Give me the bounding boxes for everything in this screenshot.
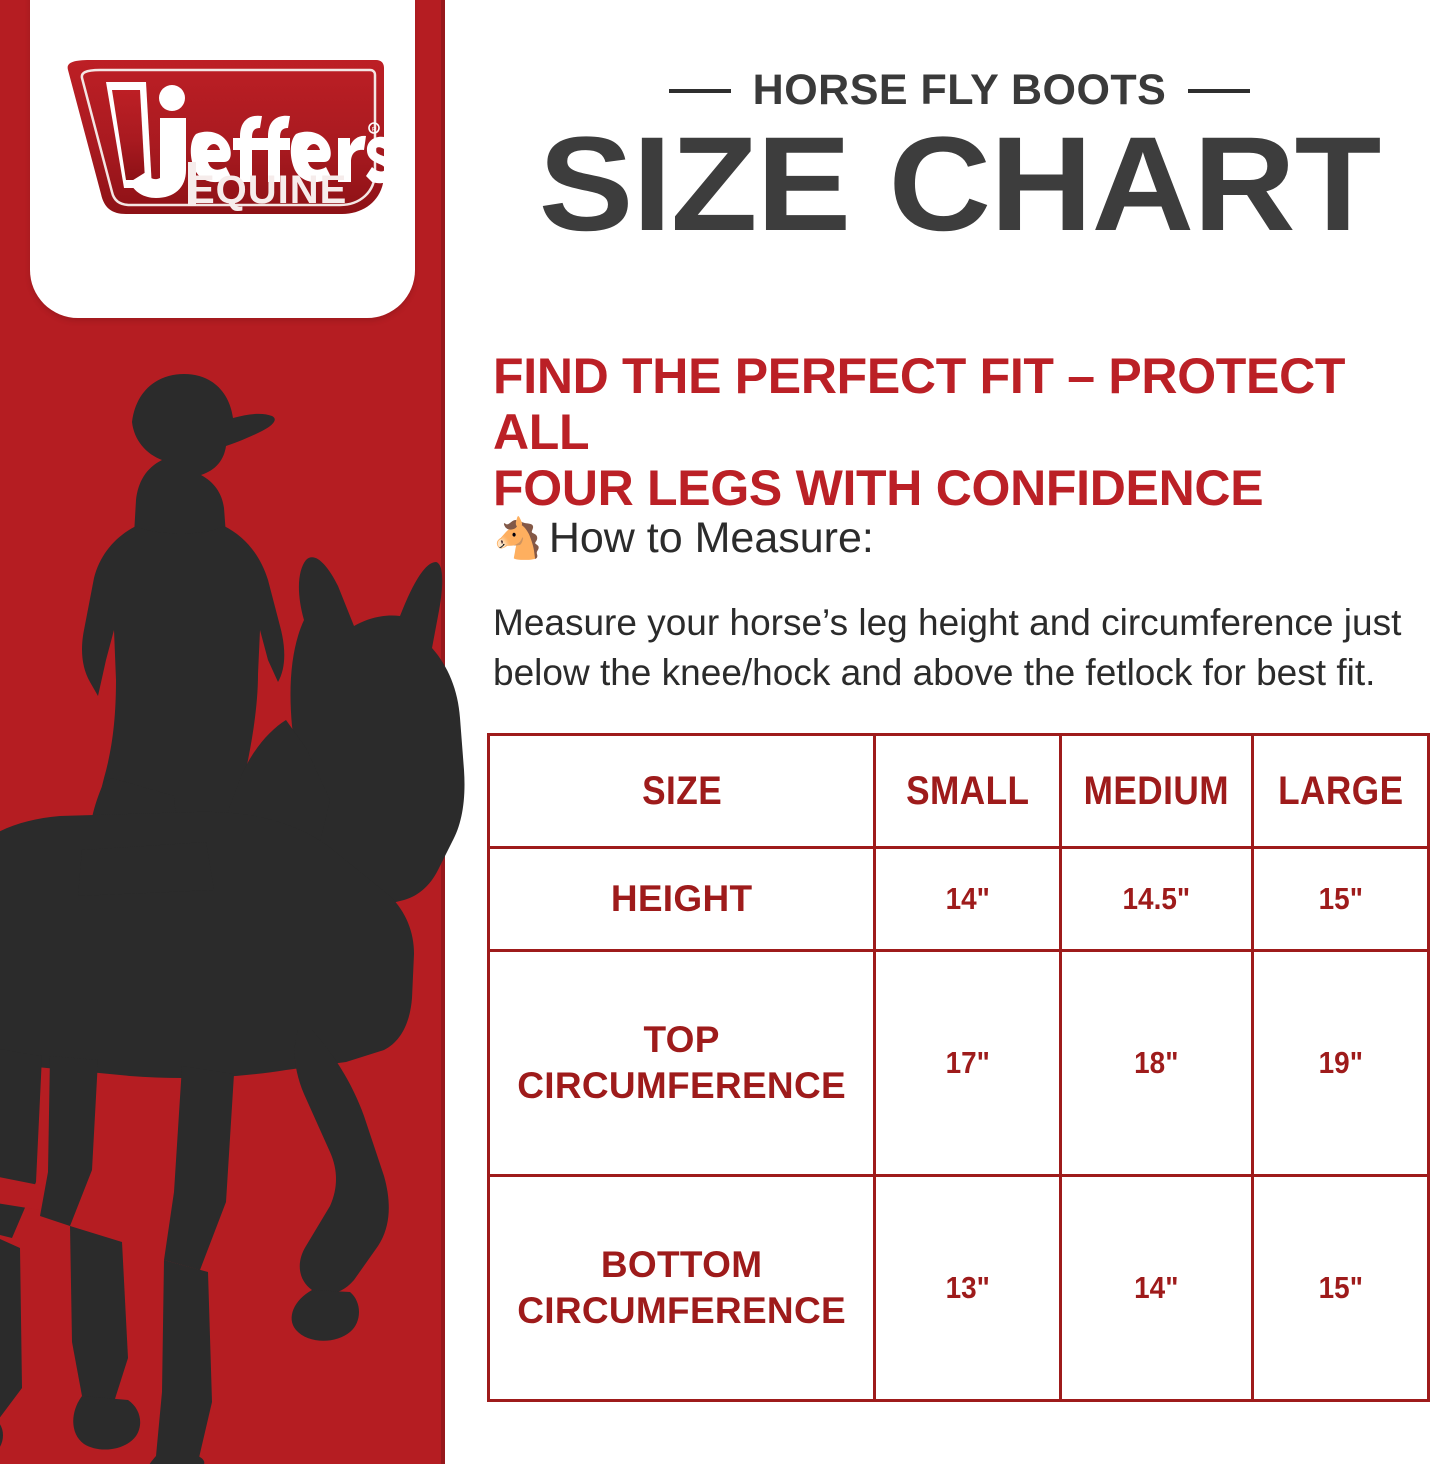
subtitle-line-2: FOUR LEGS WITH CONFIDENCE (493, 460, 1264, 516)
cell-height-small: 14" (882, 846, 1053, 952)
cell-bottom-large: 15" (1260, 1174, 1422, 1402)
cell-bottom-medium: 14" (1068, 1174, 1245, 1402)
cell-top-small: 17" (882, 949, 1053, 1177)
row-label-line-1: TOP (643, 1018, 720, 1060)
row-label-height: HEIGHT (486, 846, 877, 952)
horse-head-icon: 🐴 (493, 516, 543, 561)
size-table: SIZE SMALL MEDIUM LARGE HEIGHT 14" 14.5"… (486, 733, 1430, 1402)
page-title: SIZE CHART (538, 110, 1382, 259)
column-header-large: LARGE (1262, 733, 1420, 849)
column-header-small: SMALL (884, 733, 1051, 849)
panel-edge-shadow (441, 0, 445, 1464)
measure-body-line-2: below the knee/hock and above the fetloc… (493, 652, 1376, 694)
row-label-bottom-circumference: BOTTOM CIRCUMFERENCE (486, 1174, 877, 1402)
subtitle: FIND THE PERFECT FIT – PROTECT ALL FOUR … (493, 348, 1445, 516)
how-to-measure-heading: 🐴 How to Measure: (493, 514, 874, 563)
column-header-size: SIZE (510, 733, 853, 849)
eyebrow-text: HORSE FLY BOOTS (752, 66, 1167, 114)
row-label-line-2: CIRCUMFERENCE (517, 1290, 846, 1331)
cell-top-medium: 18" (1068, 949, 1245, 1177)
brand-logo-card: R EQUINE (30, 0, 415, 318)
column-header-medium: MEDIUM (1070, 733, 1243, 849)
svg-text:R: R (372, 128, 377, 134)
eyebrow-rule-right (1188, 88, 1251, 93)
eyebrow-rule-left (668, 88, 731, 93)
svg-text:EQUINE: EQUINE (188, 168, 347, 212)
row-label-line-2: CIRCUMFERENCE (517, 1065, 846, 1106)
cell-height-medium: 14.5" (1068, 846, 1245, 952)
row-label-line-1: BOTTOM (600, 1243, 763, 1285)
content-column: HORSE FLY BOOTS SIZE CHART FIND THE PERF… (487, 0, 1432, 1464)
table-row: BOTTOM CIRCUMFERENCE 13" 14" 15" (486, 1174, 1429, 1402)
table-row: HEIGHT 14" 14.5" 15" (486, 846, 1429, 952)
row-label-top-circumference: TOP CIRCUMFERENCE (486, 949, 877, 1177)
table-header-row: SIZE SMALL MEDIUM LARGE (489, 733, 1429, 849)
how-to-measure-label: How to Measure: (548, 514, 874, 562)
cell-top-large: 19" (1260, 949, 1422, 1177)
eyebrow-row: HORSE FLY BOOTS (487, 66, 1432, 115)
table-row: TOP CIRCUMFERENCE 17" 18" 19" (486, 949, 1429, 1177)
measure-body-line-1: Measure your horse’s leg height and circ… (493, 602, 1402, 643)
cell-height-large: 15" (1260, 846, 1422, 952)
how-to-measure-body: Measure your horse’s leg height and circ… (493, 598, 1445, 699)
jeffers-equine-logo: R EQUINE (60, 58, 385, 224)
cell-bottom-small: 13" (882, 1174, 1053, 1402)
subtitle-line-1: FIND THE PERFECT FIT – PROTECT ALL (493, 348, 1346, 460)
